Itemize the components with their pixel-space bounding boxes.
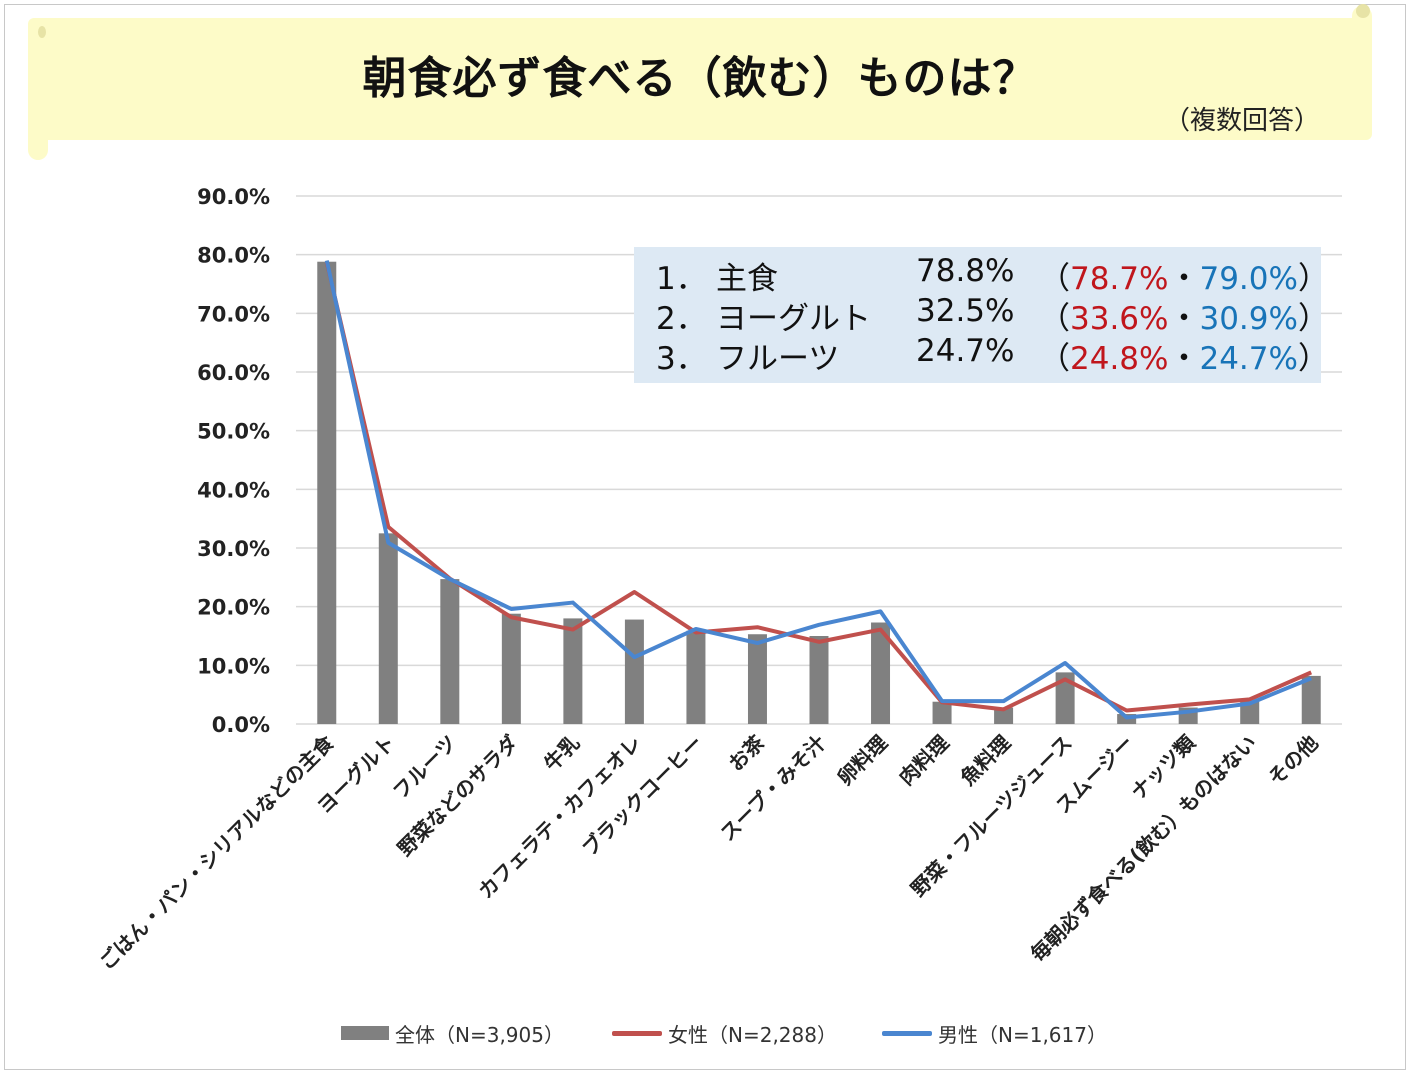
bar: [871, 622, 891, 724]
legend-label-total: 全体（N=3,905）: [395, 1022, 564, 1047]
paren-close: ）: [1297, 341, 1329, 377]
bar: [809, 636, 829, 724]
bar: [994, 707, 1014, 724]
bar: [501, 613, 521, 724]
separator: ・: [1168, 301, 1200, 337]
summary-female: 78.7%: [1070, 261, 1169, 297]
slide-frame: [4, 4, 1406, 1070]
x-tick-label: 卵料理: [833, 731, 892, 790]
y-tick-label: 80.0%: [197, 244, 270, 268]
legend-item-total: 全体（N=3,905）: [341, 1016, 564, 1050]
banner-dot-left: [38, 26, 46, 38]
summary-rank: 2．: [656, 301, 707, 337]
x-tick-label: その他: [1263, 731, 1322, 790]
legend-label-female: 女性（N=2,288）: [668, 1022, 837, 1047]
summary-female: 33.6%: [1070, 301, 1169, 337]
summary-male: 79.0%: [1199, 261, 1298, 297]
legend-swatch-bar: [341, 1026, 389, 1040]
bar: [686, 630, 706, 724]
summary-rank: 3．: [656, 341, 707, 377]
y-tick-label: 50.0%: [197, 420, 270, 444]
bar: [1301, 675, 1321, 724]
y-tick-label: 40.0%: [197, 478, 270, 502]
summary-total: 78.8%: [916, 253, 1015, 289]
y-tick-label: 10.0%: [197, 654, 270, 678]
banner-curl-left: [28, 120, 48, 160]
x-tick-label: ごはん・パン・シリアルなどの主食: [94, 730, 339, 975]
x-tick-label: お茶: [724, 730, 770, 776]
summary-breakdown: （33.6%・30.9%）: [1039, 293, 1329, 338]
top3-summary-box: 1． 主食 78.8% （78.7%・79.0%） 2． ヨーグルト 32.5%…: [634, 247, 1329, 383]
x-tick-label: スープ・みそ汁: [715, 731, 830, 846]
bar: [378, 533, 398, 724]
title-banner: [28, 18, 1372, 140]
bar: [747, 634, 767, 724]
paren-open: （: [1039, 261, 1070, 297]
paren-open: （: [1039, 301, 1070, 337]
summary-total: 32.5%: [916, 293, 1015, 329]
bar: [317, 261, 337, 724]
chart-title: 朝食必ず食べる（飲む）ものは？: [362, 53, 1038, 104]
summary-total: 24.7%: [916, 333, 1015, 369]
summary-item: 主食: [716, 261, 778, 297]
bar: [563, 618, 583, 724]
chart-legend: 全体（N=3,905） 女性（N=2,288） 男性（N=1,617）: [0, 1016, 1412, 1050]
legend-item-female: 女性（N=2,288）: [612, 1016, 837, 1050]
summary-item: ヨーグルト: [716, 301, 871, 337]
line-female: [324, 261, 1313, 713]
y-tick-label: 90.0%: [197, 185, 270, 209]
paren-close: ）: [1297, 301, 1329, 337]
line-male: [324, 260, 1312, 720]
summary-breakdown: （78.7%・79.0%）: [1039, 253, 1329, 298]
x-tick-label: 牛乳: [539, 731, 584, 776]
separator: ・: [1168, 261, 1200, 297]
x-tick-label: 魚料理: [956, 731, 1015, 790]
summary-female: 24.8%: [1070, 341, 1169, 377]
bar: [440, 579, 460, 724]
y-tick-label: 20.0%: [197, 596, 270, 620]
bar: [932, 701, 952, 724]
y-tick-label: 0.0%: [212, 713, 270, 737]
chart-subtitle: （複数回答）: [1164, 106, 1321, 136]
bar: [1055, 672, 1075, 724]
legend-swatch-male: [882, 1030, 932, 1036]
summary-rank: 1．: [656, 261, 707, 297]
summary-breakdown: （24.8%・24.7%）: [1039, 333, 1329, 378]
x-tick-label: 毎朝必ず食べる(飲む）ものはない: [1026, 731, 1262, 967]
y-tick-label: 70.0%: [197, 302, 270, 326]
y-tick-label: 30.0%: [197, 537, 270, 561]
summary-male: 30.9%: [1199, 301, 1298, 337]
y-tick-labels: 0.0% 10.0% 20.0% 30.0% 40.0% 50.0% 60.0% 70.0% 8…: [197, 185, 270, 737]
summary-item: フルーツ: [716, 341, 840, 377]
separator: ・: [1168, 341, 1200, 377]
legend-swatch-female: [612, 1030, 662, 1036]
legend-label-male: 男性（N=1,617）: [938, 1022, 1107, 1047]
x-tick-label: 肉料理: [894, 731, 953, 790]
banner-dot-right: [1356, 4, 1370, 18]
paren-open: （: [1039, 341, 1070, 377]
legend-item-male: 男性（N=1,617）: [882, 1016, 1107, 1050]
bar: [1240, 701, 1260, 724]
y-tick-label: 60.0%: [197, 361, 270, 385]
summary-male: 24.7%: [1199, 341, 1298, 377]
bar: [624, 619, 644, 724]
paren-close: ）: [1297, 261, 1329, 297]
